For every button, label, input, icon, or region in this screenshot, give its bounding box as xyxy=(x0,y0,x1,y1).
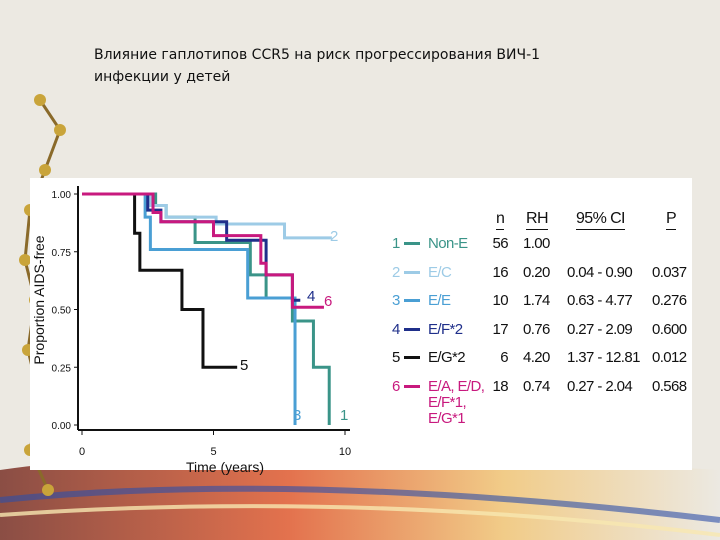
legend-name: E/F*2 xyxy=(428,320,463,338)
table-cell: 1.74 xyxy=(523,292,550,309)
legend-name: E/G*2 xyxy=(428,349,466,366)
table-cell: 10 xyxy=(492,292,509,309)
survival-curve xyxy=(82,192,238,369)
survival-curve xyxy=(82,192,332,240)
curve-label: 1 xyxy=(340,407,348,424)
legend-swatch xyxy=(404,384,420,388)
legend-number: 3 xyxy=(392,292,400,309)
table-cell: 0.012 xyxy=(652,349,687,366)
legend-swatch xyxy=(404,327,420,331)
curve-label: 5 xyxy=(240,357,248,374)
table-header: 95% CI xyxy=(576,210,625,230)
table-cell: 16 xyxy=(492,263,509,281)
table-cell: 1.37 - 12.81 xyxy=(567,349,640,366)
table-cell: 0.037 xyxy=(652,263,687,281)
legend-name: E/A, E/D, E/F*1, E/G*1 xyxy=(428,377,485,427)
slide-title: Влияние гаплотипов CCR5 на риск прогресс… xyxy=(94,47,541,85)
curve-label: 6 xyxy=(324,293,332,310)
x-tick-label: 5 xyxy=(210,446,216,458)
legend-number: 6 xyxy=(392,377,400,395)
y-tick-label: 0.75 xyxy=(52,248,72,259)
legend-swatch xyxy=(404,356,420,359)
table-cell: 6 xyxy=(500,349,508,366)
table-cell: 0.63 - 4.77 xyxy=(567,292,633,309)
legend-name: Non-E xyxy=(428,235,468,252)
table-cell: 4.20 xyxy=(523,349,550,366)
table-header: n xyxy=(496,210,505,230)
table-cell: 56 xyxy=(492,235,509,252)
table-cell: 17 xyxy=(492,320,509,338)
y-tick-label: 0.25 xyxy=(52,363,72,374)
figure-background xyxy=(30,178,692,470)
y-axis-label: Proportion AIDS-free xyxy=(31,235,47,364)
legend-swatch xyxy=(404,270,420,274)
table-cell: 1.00 xyxy=(523,235,550,252)
table-cell: 0.600 xyxy=(652,320,687,338)
survival-curve xyxy=(82,192,324,309)
y-tick-label: 0.50 xyxy=(52,306,72,317)
curve-label: 4 xyxy=(307,288,315,305)
legend-swatch xyxy=(404,242,420,245)
table-cell: 18 xyxy=(492,377,509,395)
x-tick-label: 10 xyxy=(339,446,351,458)
table-cell: 0.27 - 2.09 xyxy=(567,320,633,338)
table-cell: 0.20 xyxy=(523,263,550,281)
table-header: RH xyxy=(526,210,549,230)
table-cell: 0.74 xyxy=(523,377,550,395)
table-cell: 0.568 xyxy=(652,377,687,395)
table-cell: 0.276 xyxy=(652,292,687,309)
x-tick-label: 0 xyxy=(79,446,85,458)
y-tick-label: 0.00 xyxy=(52,421,72,432)
legend-name: E/E xyxy=(428,292,451,309)
legend-number: 5 xyxy=(392,349,400,366)
x-axis-label: Time (years) xyxy=(186,459,264,475)
legend-swatch xyxy=(404,299,420,302)
y-tick-label: 1.00 xyxy=(52,190,72,201)
table-cell: 0.76 xyxy=(523,320,550,338)
survival-curve xyxy=(82,192,297,425)
table-cell: 0.04 - 0.90 xyxy=(567,263,633,281)
legend-name: E/C xyxy=(428,263,452,281)
curve-label: 2 xyxy=(330,228,338,245)
table-cell: 0.27 - 2.04 xyxy=(567,377,633,395)
legend-number: 4 xyxy=(392,320,400,338)
legend-number: 1 xyxy=(392,235,400,252)
table-header: P xyxy=(666,210,677,230)
curve-label: 3 xyxy=(293,407,301,424)
legend-number: 2 xyxy=(392,263,400,281)
